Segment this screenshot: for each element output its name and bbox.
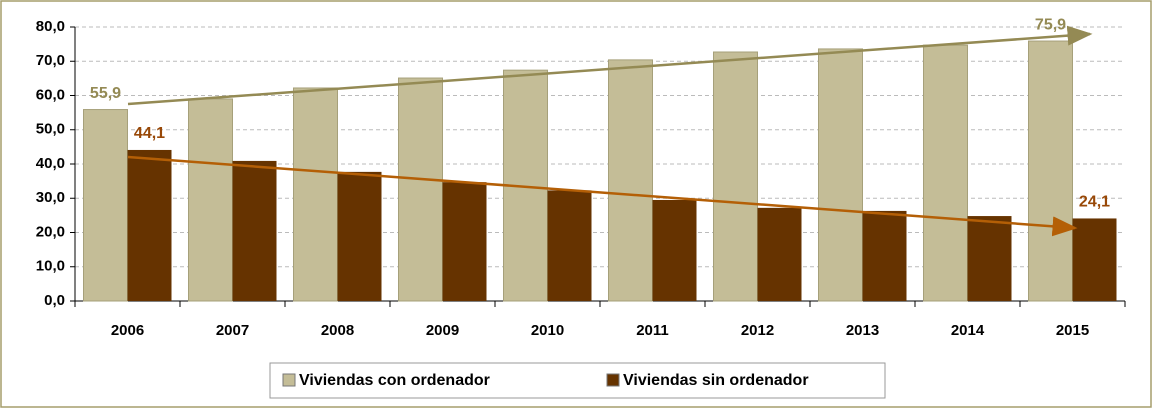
bar bbox=[83, 109, 128, 302]
labels: 2006 55,9 44,1 2007 2008 2009 2010 2011 2012 2013… bbox=[90, 16, 1110, 339]
x-tick-label: 2013 bbox=[846, 322, 879, 339]
bar bbox=[442, 182, 487, 301]
x-tick-label: 2006 bbox=[111, 322, 144, 339]
bar bbox=[293, 87, 338, 302]
bars bbox=[83, 40, 1117, 302]
legend-swatch bbox=[606, 373, 620, 387]
trend-arrow bbox=[127, 155, 1078, 237]
bar bbox=[1072, 218, 1117, 301]
bar bbox=[818, 48, 863, 302]
legend-label: Viviendas con ordenador bbox=[299, 372, 490, 389]
y-tick-label: 60,0 bbox=[36, 86, 65, 103]
y-tick-label: 50,0 bbox=[36, 121, 65, 138]
bar bbox=[862, 210, 907, 301]
bar bbox=[967, 216, 1012, 301]
value-label: 75,9 bbox=[1035, 16, 1066, 33]
x-tick-label: 2014 bbox=[951, 322, 985, 339]
legend-label: Viviendas sin ordenador bbox=[623, 372, 809, 389]
legend bbox=[269, 362, 886, 399]
bar bbox=[188, 98, 233, 302]
y-tick-label: 80,0 bbox=[36, 18, 65, 35]
x-tick-label: 2012 bbox=[741, 322, 774, 339]
legend-items: Viviendas con ordenador Viviendas sin ord… bbox=[282, 372, 809, 389]
x-tick-label: 2007 bbox=[216, 322, 249, 339]
x-tick-label: 2009 bbox=[426, 322, 459, 339]
value-label: 55,9 bbox=[90, 85, 121, 102]
legend-swatch bbox=[282, 373, 296, 387]
y-tick-label: 40,0 bbox=[36, 155, 65, 172]
bar bbox=[1028, 40, 1073, 302]
value-label: 44,1 bbox=[134, 125, 165, 142]
bar bbox=[608, 59, 653, 302]
bar bbox=[757, 207, 802, 301]
bar bbox=[127, 149, 172, 301]
bar bbox=[547, 190, 592, 301]
bar bbox=[713, 51, 758, 302]
y-tick-label: 0,0 bbox=[44, 292, 65, 309]
y-tick-label: 30,0 bbox=[36, 189, 65, 206]
bar bbox=[232, 160, 277, 301]
bar bbox=[398, 77, 443, 302]
y-tick-label: 10,0 bbox=[36, 258, 65, 275]
y-tick-label: 20,0 bbox=[36, 223, 65, 240]
x-tick-label: 2015 bbox=[1056, 322, 1089, 339]
trend-arrow bbox=[127, 25, 1093, 106]
y-tick-label: 70,0 bbox=[36, 52, 65, 69]
bar bbox=[923, 44, 968, 302]
x-tick-label: 2010 bbox=[531, 322, 564, 339]
bar bbox=[652, 199, 697, 301]
x-tick-label: 2011 bbox=[636, 322, 669, 339]
x-tick-label: 2008 bbox=[321, 322, 354, 339]
bar bbox=[337, 171, 382, 301]
value-label: 24,1 bbox=[1079, 194, 1110, 211]
